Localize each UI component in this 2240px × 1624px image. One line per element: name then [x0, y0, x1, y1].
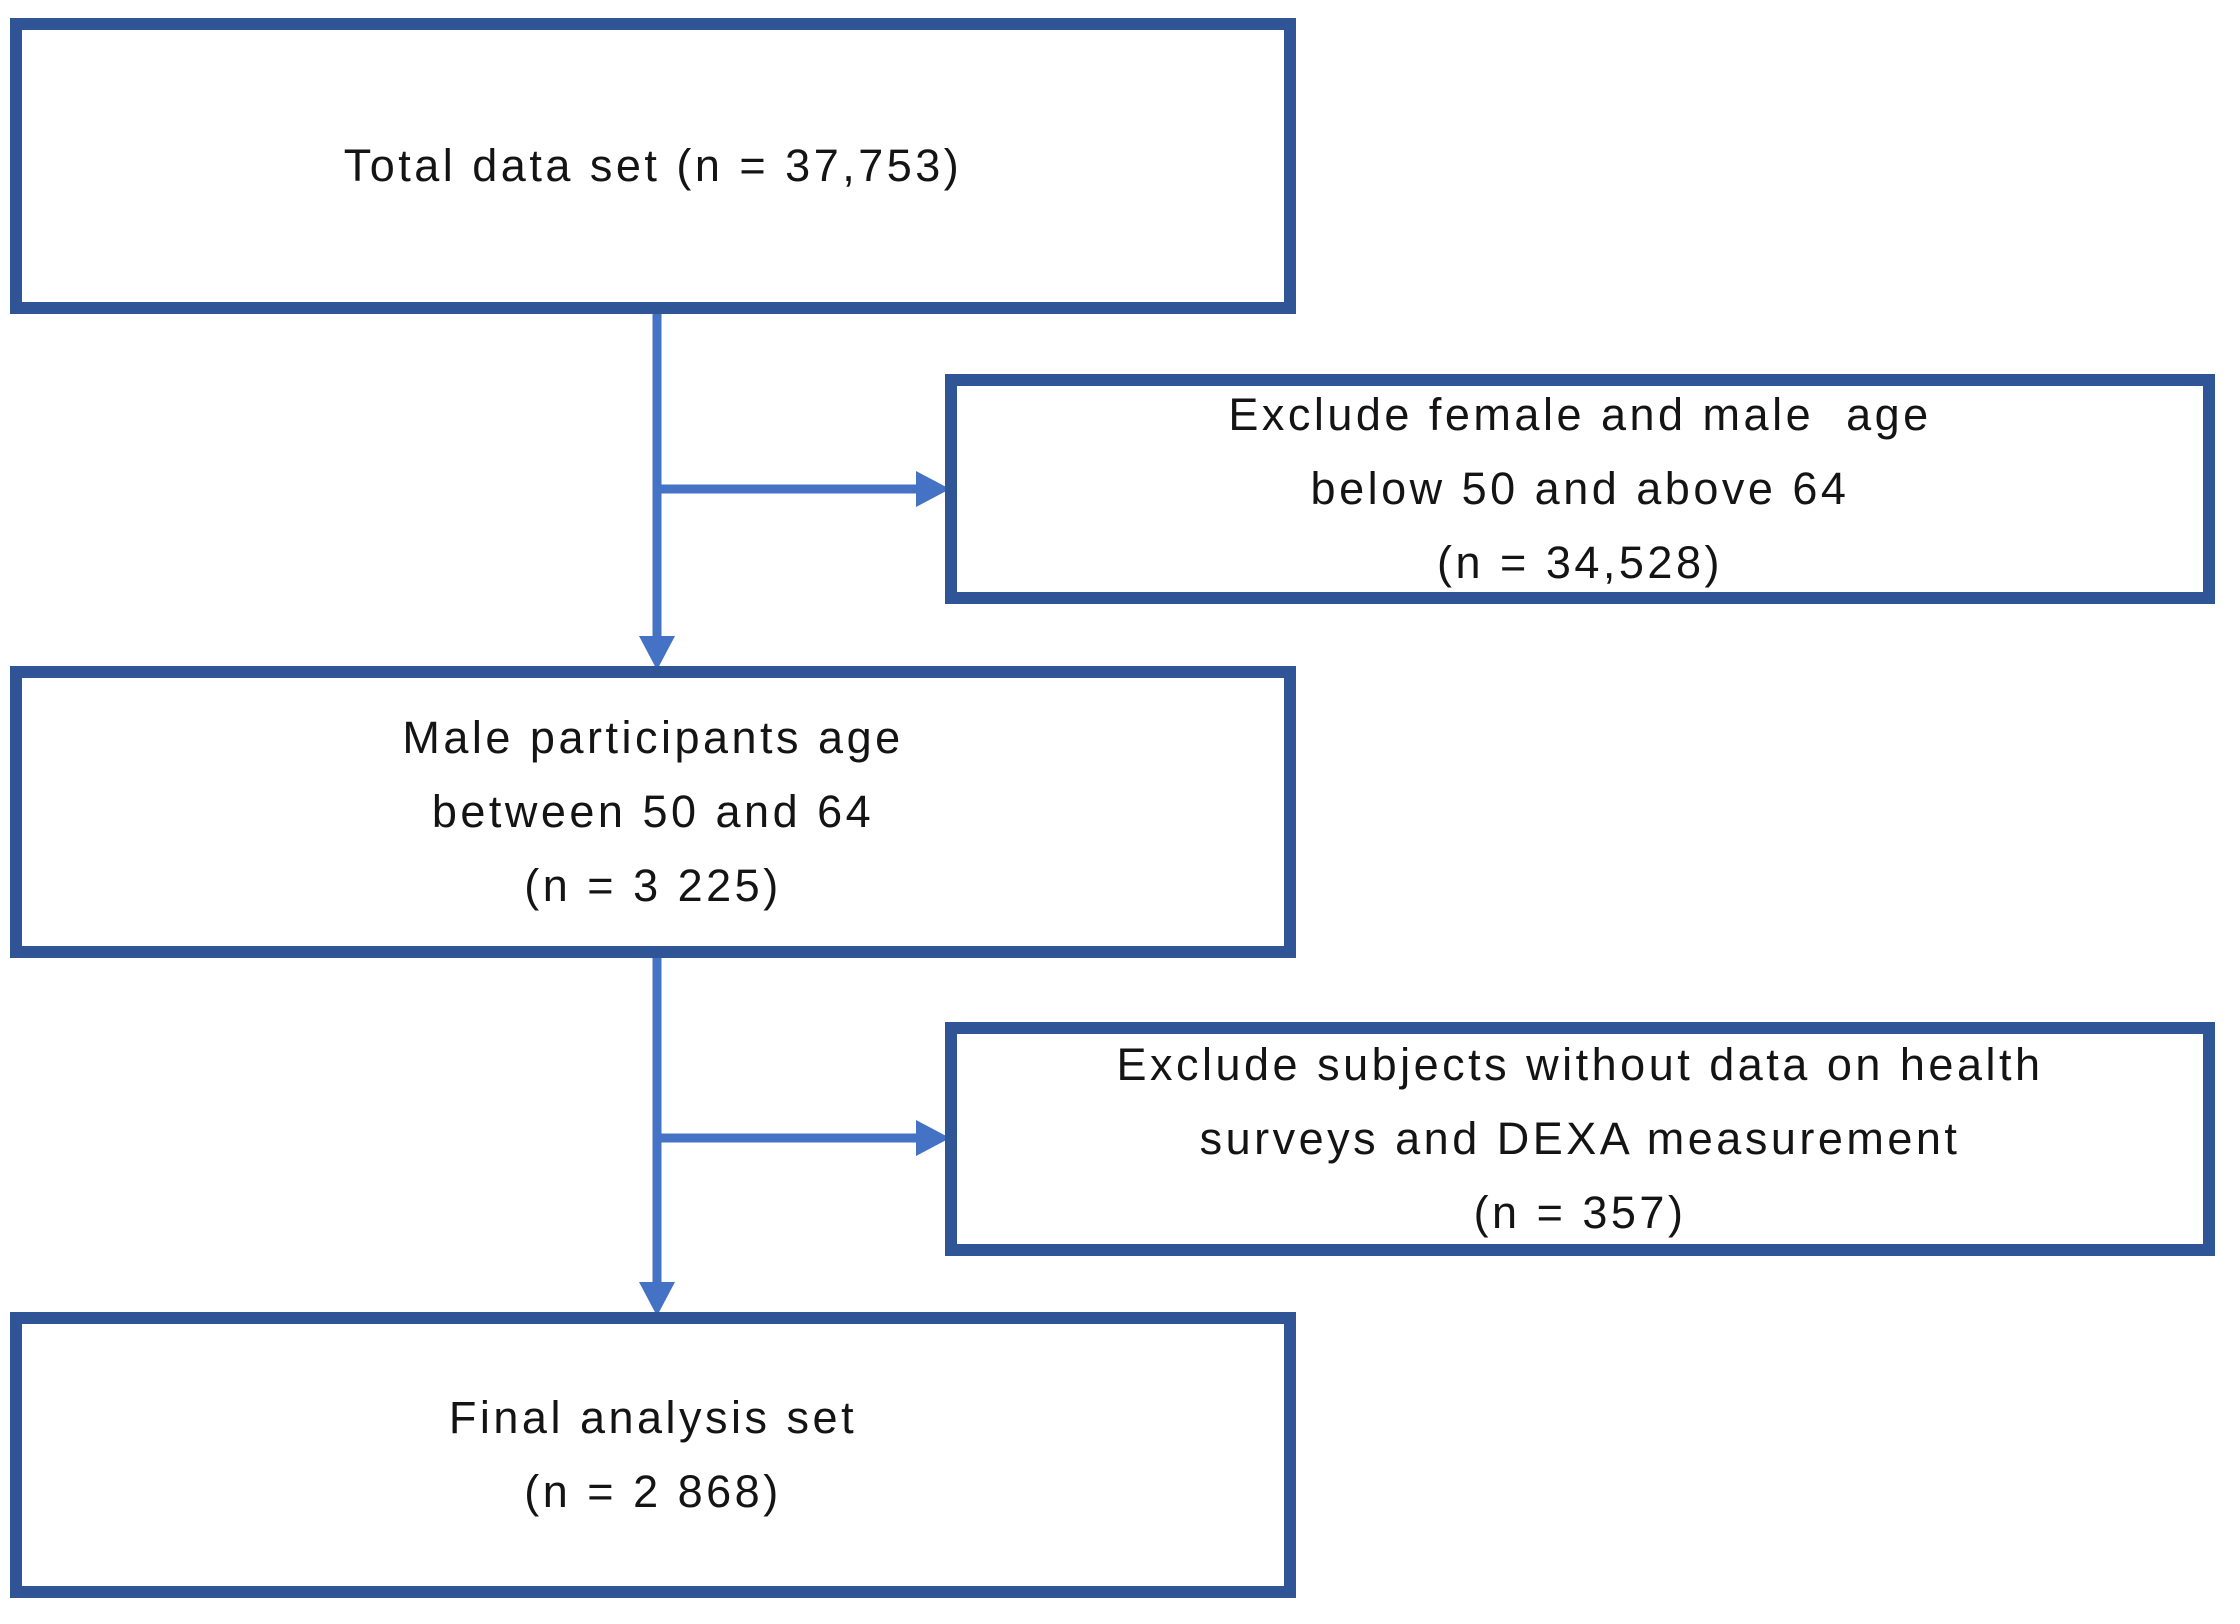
flow-box-text: Total data set (n = 37,753) — [343, 140, 963, 191]
flow-box-male-participants: Male participants age between 50 and 64 … — [10, 666, 1296, 958]
flow-box-text: Final analysis set — [448, 1392, 858, 1443]
flow-box-text: (n = 34,528) — [1437, 537, 1723, 588]
flow-box-final-analysis-set: Final analysis set (n = 2 868) — [10, 1312, 1296, 1598]
flow-box-text: (n = 2 868) — [524, 1466, 782, 1517]
arrow-male-to-final-head-icon — [639, 1282, 675, 1316]
arrow-total-to-male-head-icon — [639, 636, 675, 670]
flow-box-text: Male participants age — [402, 712, 904, 763]
flow-box-total-data-set: Total data set (n = 37,753) — [10, 18, 1296, 314]
flow-box-text: between 50 and 64 — [431, 786, 875, 837]
flow-box-text: Exclude subjects without data on health — [1116, 1039, 2044, 1090]
flow-box-text: Exclude female and male age — [1228, 389, 1932, 440]
flow-box-text: below 50 and above 64 — [1310, 463, 1850, 514]
flow-box-exclude-missing-data: Exclude subjects without data on health … — [945, 1022, 2215, 1256]
flow-box-exclude-age: Exclude female and male age below 50 and… — [945, 374, 2215, 604]
flow-box-text: surveys and DEXA measurement — [1199, 1113, 1961, 1164]
flow-box-text: (n = 3 225) — [524, 860, 782, 911]
flow-box-text: (n = 357) — [1473, 1187, 1687, 1238]
